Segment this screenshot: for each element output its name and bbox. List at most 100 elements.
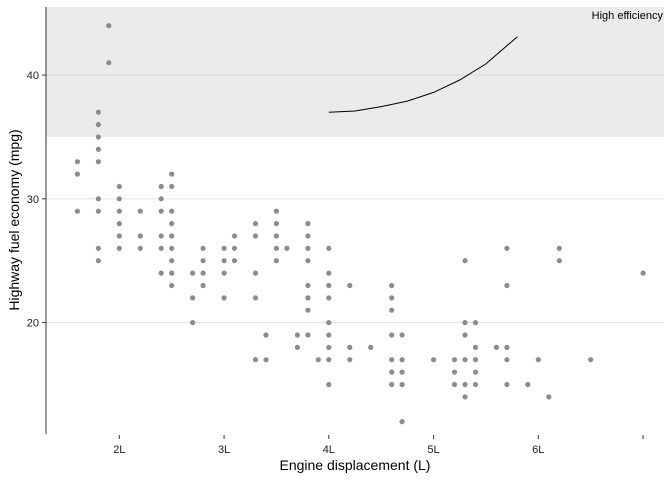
data-point bbox=[504, 282, 510, 289]
data-point bbox=[451, 369, 458, 375]
data-point bbox=[169, 258, 175, 264]
data-point bbox=[95, 146, 101, 152]
data-point bbox=[190, 320, 196, 326]
data-point bbox=[556, 245, 562, 251]
data-point bbox=[472, 381, 479, 388]
data-point bbox=[347, 344, 353, 350]
data-point bbox=[504, 357, 510, 363]
data-point bbox=[525, 381, 531, 388]
data-point bbox=[116, 183, 122, 190]
data-point bbox=[493, 344, 499, 350]
data-point bbox=[221, 245, 227, 251]
data-point bbox=[106, 60, 112, 66]
data-point bbox=[273, 258, 279, 264]
data-point bbox=[326, 381, 332, 388]
y-tick-label: 40 bbox=[27, 70, 39, 82]
data-point bbox=[116, 208, 122, 214]
data-point bbox=[462, 332, 468, 338]
data-point bbox=[273, 245, 279, 251]
data-point bbox=[326, 295, 332, 301]
data-point bbox=[347, 282, 353, 289]
data-point bbox=[399, 419, 405, 425]
data-point bbox=[263, 332, 269, 338]
data-point bbox=[399, 381, 405, 388]
data-point bbox=[399, 332, 405, 338]
data-point bbox=[116, 233, 122, 239]
data-point bbox=[326, 332, 332, 338]
data-point bbox=[200, 282, 206, 289]
data-point bbox=[389, 369, 395, 375]
data-point bbox=[221, 295, 227, 301]
data-point bbox=[546, 394, 552, 400]
data-point bbox=[399, 357, 405, 363]
data-point bbox=[294, 344, 300, 350]
data-point bbox=[273, 233, 279, 239]
data-point bbox=[137, 233, 143, 239]
data-point bbox=[305, 258, 311, 264]
data-point bbox=[231, 258, 238, 264]
data-point bbox=[326, 357, 332, 363]
data-point bbox=[294, 332, 300, 338]
data-point bbox=[95, 159, 101, 165]
data-point bbox=[472, 357, 479, 363]
data-point bbox=[137, 208, 143, 214]
data-point bbox=[263, 357, 269, 363]
data-point bbox=[190, 270, 196, 276]
data-point bbox=[95, 134, 101, 140]
data-point bbox=[95, 208, 101, 214]
x-tick-label: 6L bbox=[532, 444, 544, 456]
data-point bbox=[556, 258, 562, 264]
data-point bbox=[305, 282, 311, 289]
data-point bbox=[273, 221, 279, 227]
data-point bbox=[389, 381, 395, 388]
data-point bbox=[504, 245, 510, 251]
data-point bbox=[200, 270, 206, 276]
data-point bbox=[347, 357, 353, 363]
x-tick-label: 5L bbox=[427, 444, 439, 456]
data-point bbox=[169, 183, 175, 190]
data-point bbox=[158, 183, 164, 190]
x-tick-label: 2L bbox=[113, 444, 125, 456]
data-point bbox=[137, 245, 143, 251]
data-point bbox=[158, 270, 164, 276]
x-tick-label: 4L bbox=[323, 444, 335, 456]
data-point bbox=[305, 332, 311, 338]
data-point bbox=[588, 357, 594, 363]
data-point bbox=[462, 357, 468, 363]
data-point bbox=[158, 233, 164, 239]
data-point bbox=[116, 221, 122, 227]
data-point bbox=[169, 282, 175, 289]
data-point bbox=[158, 245, 164, 251]
data-point bbox=[95, 109, 101, 115]
data-point bbox=[200, 258, 206, 264]
data-point bbox=[95, 258, 101, 264]
data-point bbox=[116, 245, 122, 251]
data-point bbox=[305, 245, 311, 251]
data-point bbox=[221, 258, 227, 264]
data-point bbox=[451, 381, 458, 388]
data-point bbox=[190, 295, 196, 301]
data-point bbox=[169, 171, 175, 177]
data-point bbox=[315, 357, 321, 363]
data-point bbox=[273, 208, 279, 214]
data-point bbox=[640, 270, 646, 276]
data-point bbox=[389, 307, 395, 313]
data-point bbox=[305, 233, 311, 239]
data-point bbox=[535, 357, 541, 363]
data-point bbox=[252, 233, 259, 239]
data-point bbox=[326, 320, 332, 326]
data-point bbox=[284, 245, 290, 251]
y-tick-label: 20 bbox=[27, 318, 39, 330]
data-point bbox=[462, 381, 468, 388]
data-point bbox=[462, 258, 468, 264]
data-point bbox=[231, 233, 238, 239]
data-point bbox=[95, 196, 101, 202]
data-point bbox=[200, 245, 206, 251]
data-point bbox=[431, 357, 437, 363]
data-point bbox=[504, 344, 510, 350]
data-point bbox=[252, 270, 259, 276]
data-point bbox=[221, 270, 227, 276]
data-point bbox=[252, 295, 259, 301]
band-label: High efficiency bbox=[592, 10, 664, 22]
